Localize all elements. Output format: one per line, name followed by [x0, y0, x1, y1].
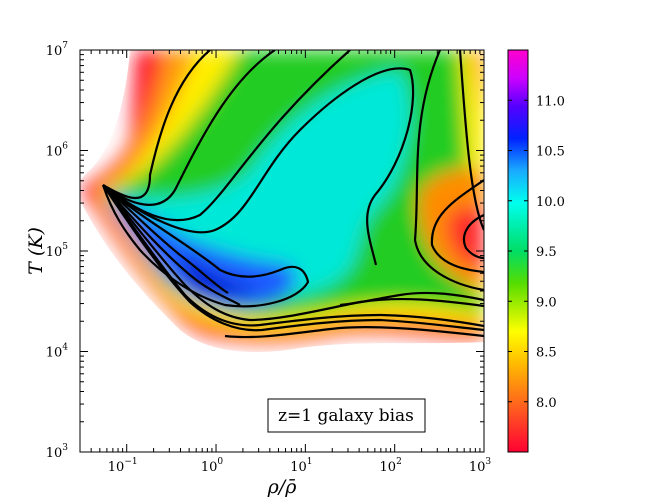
- x-axis-ticks: 10−1 100 101 102 103: [90, 50, 492, 475]
- annotation-text: z=1 galaxy bias: [278, 406, 414, 426]
- x-tick-label: 100: [201, 457, 224, 475]
- colorbar-tick-label: 8.0: [536, 396, 557, 411]
- colorbar-tick-label: 11.0: [536, 94, 565, 109]
- x-tick-label: 103: [469, 457, 492, 475]
- colorbar-tick-label: 10.5: [536, 145, 565, 160]
- region-deepblue: [183, 255, 260, 297]
- empty-region-bottom: [80, 200, 484, 452]
- contour-line: [102, 184, 241, 306]
- contour-line: [462, 213, 484, 260]
- contour-line: [101, 184, 310, 308]
- colorbar-tick-label: 9.5: [536, 245, 557, 260]
- contour-line: [102, 50, 211, 200]
- x-tick-label: 10−1: [108, 457, 138, 475]
- colorbar-tick-label: 8.5: [536, 346, 557, 361]
- x-tick-label: 101: [290, 457, 312, 475]
- colorbar-ticks: 8.0 8.5 9.0 9.5 10.0 10.5 11.0: [508, 94, 565, 411]
- heatmap: [80, 50, 484, 452]
- contour-line: [430, 179, 484, 274]
- contour-line: [339, 291, 484, 307]
- y-axis-label: T (K): [25, 227, 47, 275]
- contour-line: [102, 184, 484, 328]
- contour-line: [102, 184, 484, 332]
- region-blue: [110, 192, 296, 307]
- contour-line: [413, 50, 484, 292]
- y-tick-label: 105: [46, 242, 69, 260]
- contour-line: [102, 67, 415, 266]
- colorbar-tick-label: 9.0: [536, 295, 557, 310]
- region-right-red: [447, 206, 484, 270]
- contour-line: [102, 184, 229, 294]
- x-axis-label: ρ/ρ̄: [267, 476, 298, 498]
- x-tick-label: 102: [380, 457, 402, 475]
- contours: [101, 50, 484, 339]
- annotation-box: [267, 398, 426, 433]
- y-tick-label: 104: [46, 343, 69, 361]
- y-tick-label: 106: [46, 142, 69, 160]
- empty-region-left: [80, 50, 130, 180]
- contour-line: [102, 184, 484, 322]
- y-tick-label: 107: [46, 41, 69, 59]
- y-tick-label: 103: [46, 443, 69, 461]
- contour-line: [102, 50, 276, 206]
- colorbar-tick-label: 10.0: [536, 195, 565, 210]
- contour-line: [224, 326, 484, 339]
